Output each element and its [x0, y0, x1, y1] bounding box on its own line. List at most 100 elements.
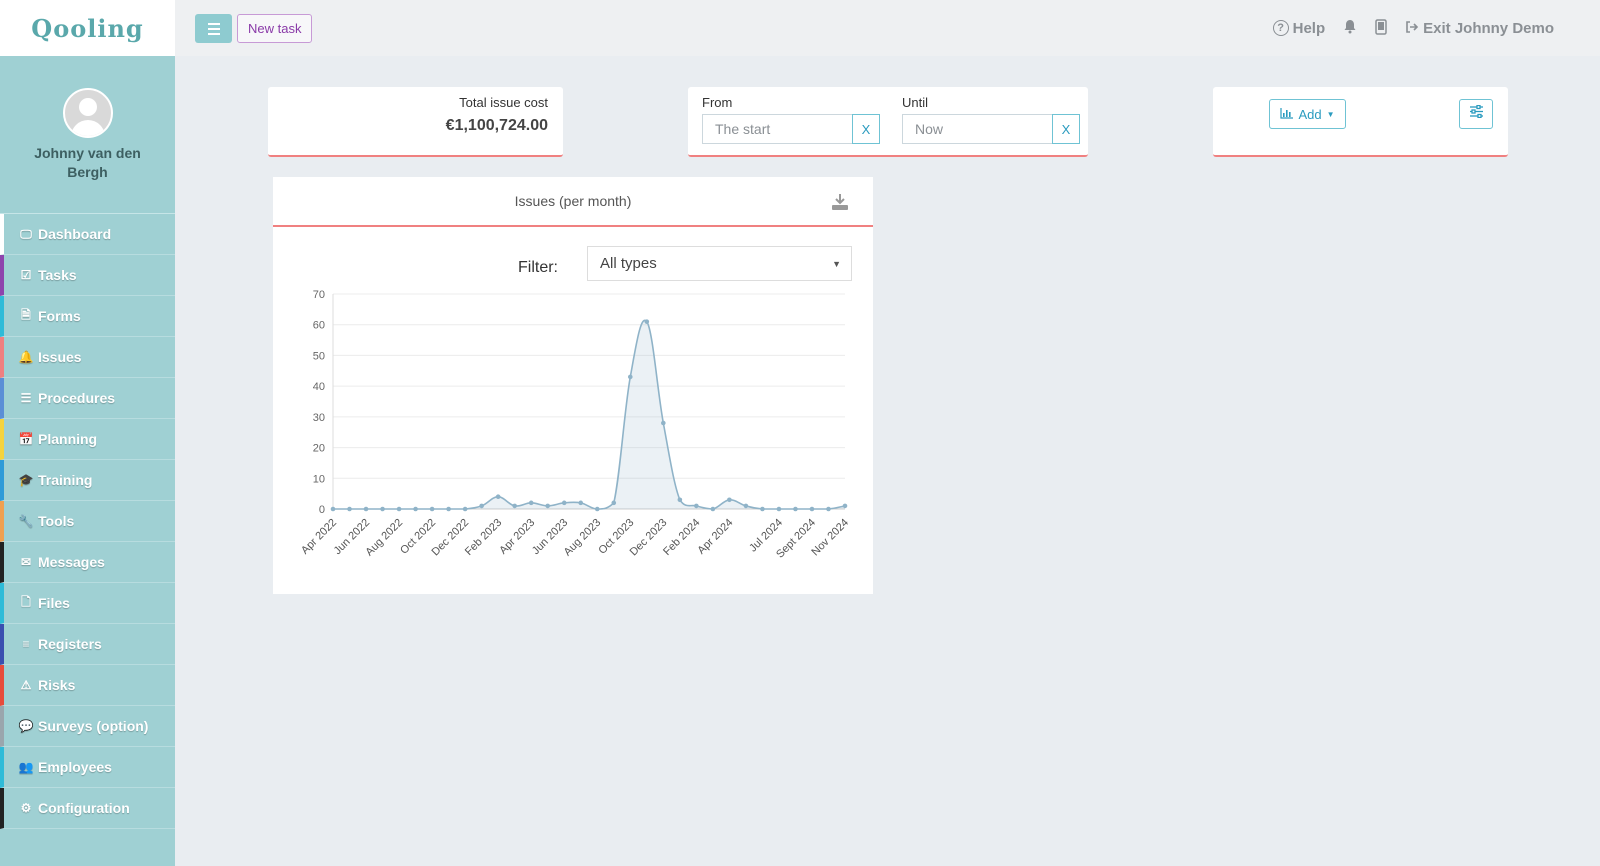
sidebar-item-label: Procedures: [38, 390, 116, 406]
sidebar: Johnny van den Bergh 🖵 Dashboard ☑ Tasks 🗎 Fo…: [0, 56, 175, 866]
data-point: [760, 506, 765, 512]
logo-text: Qooling: [31, 13, 144, 43]
until-group: Until Now X: [902, 95, 1080, 144]
widget-controls-card: Add ▼: [1213, 87, 1508, 157]
sidebar-item-planning[interactable]: 📅 Planning: [0, 419, 175, 460]
sidebar-nav: 🖵 Dashboard ☑ Tasks 🗎 Forms 🔔 Issues ☰ Procedures…: [0, 214, 175, 829]
sidebar-item-dashboard[interactable]: 🖵 Dashboard: [0, 214, 175, 255]
add-label: Add: [1298, 106, 1322, 122]
sidebar-item-forms[interactable]: 🗎 Forms: [0, 296, 175, 337]
users-icon: 👥: [18, 760, 34, 774]
y-tick-label: 70: [313, 289, 325, 301]
check-square-icon: ☑: [20, 268, 32, 282]
from-date-input[interactable]: The start: [702, 114, 852, 144]
bar-chart-icon: [1280, 107, 1294, 122]
y-tick-label: 20: [313, 443, 325, 455]
new-task-button[interactable]: New task: [237, 14, 313, 43]
bell-icon[interactable]: [1343, 19, 1357, 37]
data-point: [347, 506, 352, 512]
sidebar-item-configuration[interactable]: ⚙ Configuration: [0, 788, 175, 829]
y-tick-label: 50: [313, 350, 325, 362]
sidebar-item-label: Issues: [38, 349, 82, 365]
filter-label: Filter:: [518, 259, 558, 276]
x-tick-label: Feb 2023: [463, 517, 504, 558]
data-point: [545, 503, 551, 509]
sidebar-item-label: Files: [38, 595, 70, 611]
sidebar-item-label: Planning: [38, 431, 98, 447]
list-icon: ≡: [22, 637, 30, 651]
total-cost-card: Total issue cost €1,100,724.00: [268, 87, 563, 157]
data-point: [446, 506, 451, 512]
data-point: [330, 506, 336, 512]
monitor-icon: 🖵: [20, 226, 32, 241]
document-icon: 🗎: [21, 307, 31, 322]
brand-logo[interactable]: Qooling: [0, 0, 175, 56]
x-tick-label: Feb 2024: [661, 517, 702, 558]
type-filter-select[interactable]: All types ▼: [587, 246, 852, 281]
exit-label: Exit Johnny Demo: [1423, 19, 1554, 37]
topbar: New task ? Help Exit Johnny Demo: [175, 0, 1600, 56]
bell-icon: 🔔: [18, 350, 34, 364]
sidebar-item-employees[interactable]: 👥 Employees: [0, 747, 175, 788]
sidebar-item-messages[interactable]: ✉ Messages: [0, 542, 175, 583]
data-point: [694, 503, 699, 509]
from-clear-button[interactable]: X: [852, 114, 880, 144]
envelope-icon: ✉: [20, 555, 32, 569]
add-widget-button[interactable]: Add ▼: [1269, 99, 1346, 129]
y-tick-label: 10: [313, 473, 325, 485]
data-point: [363, 506, 369, 512]
data-point: [661, 420, 666, 426]
sidebar-item-label: Registers: [38, 636, 102, 652]
chart-title: Issues (per month): [514, 193, 632, 209]
from-group: From The start X: [702, 95, 880, 144]
menu-toggle-button[interactable]: [195, 14, 232, 43]
exit-demo-link[interactable]: Exit Johnny Demo: [1405, 20, 1554, 37]
until-date-input[interactable]: Now: [902, 114, 1052, 144]
sidebar-item-issues[interactable]: 🔔 Issues: [0, 337, 175, 378]
sidebar-item-tools[interactable]: 🔧 Tools: [0, 501, 175, 542]
data-point: [710, 506, 716, 512]
data-point: [677, 497, 683, 503]
cost-value: €1,100,724.00: [445, 117, 548, 134]
data-point: [809, 506, 815, 512]
data-point: [528, 500, 534, 506]
settings-button[interactable]: [1459, 99, 1493, 129]
data-point: [429, 506, 435, 512]
caret-down-icon: ▼: [832, 258, 841, 269]
sidebar-item-label: Tools: [38, 513, 75, 529]
data-point: [495, 494, 501, 500]
sidebar-item-procedures[interactable]: ☰ Procedures: [0, 378, 175, 419]
until-label: Until: [902, 95, 929, 110]
sign-out-icon: [1405, 20, 1419, 37]
data-point: [479, 503, 484, 509]
data-point: [380, 506, 385, 512]
data-point: [413, 506, 418, 512]
help-link[interactable]: ? Help: [1272, 20, 1325, 37]
sidebar-item-label: Tasks: [38, 267, 77, 283]
user-name: Johnny van den Bergh: [34, 145, 141, 180]
sidebar-item-label: Forms: [38, 308, 81, 324]
data-point: [462, 506, 468, 512]
sidebar-item-registers[interactable]: ≡ Registers: [0, 624, 175, 665]
sidebar-item-tasks[interactable]: ☑ Tasks: [0, 255, 175, 296]
sidebar-item-risks[interactable]: ⚠ Risks: [0, 665, 175, 706]
hamburger-icon: [207, 22, 220, 25]
data-point: [826, 506, 831, 512]
file-icon: 🗋: [21, 594, 31, 609]
until-clear-button[interactable]: X: [1052, 114, 1080, 144]
warning-icon: ⚠: [20, 678, 32, 692]
from-label: From: [702, 95, 733, 110]
sidebar-item-surveys-option[interactable]: 💬 Surveys (option): [0, 706, 175, 747]
mobile-icon[interactable]: [1375, 18, 1387, 38]
avatar[interactable]: [62, 88, 113, 138]
y-tick-label: 30: [313, 412, 325, 424]
data-point: [512, 503, 517, 509]
question-circle-icon: ?: [1272, 20, 1289, 36]
calendar-icon: 📅: [18, 432, 34, 446]
topbar-actions: ? Help Exit Johnny Demo: [1272, 0, 1554, 56]
sidebar-item-files[interactable]: 🗋 Files: [0, 583, 175, 624]
download-icon[interactable]: [831, 193, 849, 211]
data-point: [842, 503, 848, 509]
sidebar-item-training[interactable]: 🎓 Training: [0, 460, 175, 501]
